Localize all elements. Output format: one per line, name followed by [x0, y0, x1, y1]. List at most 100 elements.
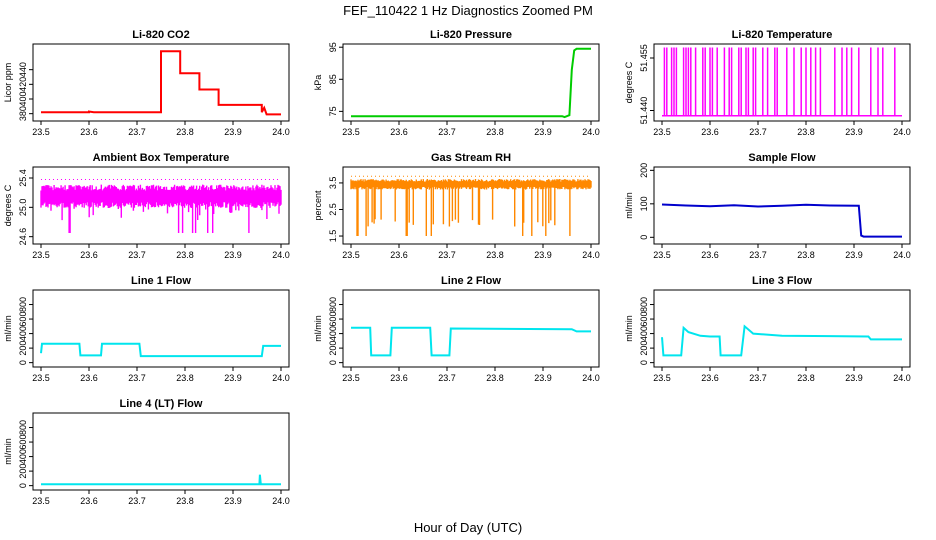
line2-ylabel: ml/min — [313, 315, 323, 342]
co2-xtick-label: 23.6 — [80, 127, 98, 137]
pressure-ylabel: kPa — [313, 75, 323, 91]
ambient-xtick-label: 23.5 — [32, 250, 50, 260]
line4-line — [41, 474, 281, 486]
line4-ytick-label: 200 — [18, 464, 28, 479]
line3-title: Line 3 Flow — [752, 275, 812, 287]
co2-xtick-label: 24.0 — [272, 127, 290, 137]
ambient-xtick-label: 23.7 — [128, 250, 146, 260]
line2-ytick-label: 400 — [328, 326, 338, 341]
co2-ytick-label: 380 — [18, 106, 28, 121]
co2-title: Li-820 CO2 — [132, 29, 189, 41]
rh-xtick-label: 23.8 — [486, 250, 504, 260]
ambient-xtick-label: 23.9 — [224, 250, 242, 260]
line1-xtick-label: 23.9 — [224, 373, 242, 383]
line3-xtick-label: 23.5 — [653, 373, 671, 383]
pressure-line — [351, 47, 591, 119]
line1-ytick-label: 400 — [18, 326, 28, 341]
line1-xtick-label: 23.8 — [176, 373, 194, 383]
line1-xtick-label: 23.6 — [80, 373, 98, 383]
co2-xtick-label: 23.5 — [32, 127, 50, 137]
line1-ytick-label: 800 — [18, 297, 28, 312]
rh-ytick-label: 3.5 — [328, 177, 338, 190]
pressure-title: Li-820 Pressure — [430, 29, 512, 41]
line2-xtick-label: 23.9 — [534, 373, 552, 383]
panel-co2: Li-820 CO2 Licor ppm 23.5 23.6 23.7 23.8 23.9 2… — [3, 29, 290, 137]
co2-plot-frame — [32, 43, 290, 122]
pressure-xtick-label: 24.0 — [582, 127, 600, 137]
temp-xtick-label: 23.6 — [701, 127, 719, 137]
co2-series — [41, 50, 281, 116]
panel-sample: Sample Flow ml/min 23.5 23.6 23.7 23.8 23.9 24.… — [624, 152, 911, 260]
line2-ytick-label: 0 — [328, 360, 338, 365]
rh-xtick-label: 23.9 — [534, 250, 552, 260]
ambient-plot-frame — [32, 166, 290, 245]
line2-xtick-label: 23.6 — [390, 373, 408, 383]
sample-xtick-label: 23.7 — [749, 250, 767, 260]
temp-xtick-label: 23.8 — [797, 127, 815, 137]
figure-title: FEF_110422 1 Hz Diagnostics Zoomed PM — [343, 3, 593, 18]
line4-xtick-label: 23.9 — [224, 496, 242, 506]
line2-ytick-label: 600 — [328, 312, 338, 327]
temp-title: Li-820 Temperature — [732, 29, 833, 41]
line2-xtick-label: 24.0 — [582, 373, 600, 383]
sample-line — [661, 203, 902, 238]
sample-xtick-label: 23.9 — [845, 250, 863, 260]
line3-ytick-label: 0 — [639, 360, 649, 365]
panel-ambient: Ambient Box Temperature degrees C 23.5 23.6… — [3, 152, 290, 260]
line3-ytick-label: 400 — [639, 326, 649, 341]
line3-ylabel: ml/min — [624, 315, 634, 342]
pressure-ytick-label: 75 — [328, 106, 338, 116]
line4-ytick-label: 600 — [18, 435, 28, 450]
pressure-xtick-label: 23.9 — [534, 127, 552, 137]
line3-series — [661, 324, 902, 357]
pressure-xtick-label: 23.6 — [390, 127, 408, 137]
line2-xtick-label: 23.5 — [342, 373, 360, 383]
line3-xtick-label: 23.8 — [797, 373, 815, 383]
sample-ytick-label: 100 — [639, 196, 649, 211]
sample-ytick-label: 200 — [639, 163, 649, 178]
line3-ytick-label: 600 — [639, 312, 649, 327]
pressure-ytick-label: 85 — [328, 74, 338, 84]
co2-ytick-label: 420 — [18, 77, 28, 92]
ambient-xtick-label: 23.8 — [176, 250, 194, 260]
panel-line1: Line 1 Flow ml/min 23.5 23.6 23.7 23.8 23.9 24.… — [3, 275, 290, 383]
line1-xtick-label: 23.5 — [32, 373, 50, 383]
rh-xtick-label: 23.6 — [390, 250, 408, 260]
line4-xtick-label: 23.8 — [176, 496, 194, 506]
line4-title: Line 4 (LT) Flow — [120, 398, 203, 410]
line1-title: Line 1 Flow — [131, 275, 191, 287]
line1-xtick-label: 24.0 — [272, 373, 290, 383]
line4-xtick-label: 23.6 — [80, 496, 98, 506]
temp-xtick-label: 23.9 — [845, 127, 863, 137]
ambient-title: Ambient Box Temperature — [93, 152, 230, 164]
ambient-series — [40, 178, 282, 233]
sample-xtick-label: 23.5 — [653, 250, 671, 260]
rh-xtick-label: 23.5 — [342, 250, 360, 260]
rh-ytick-label: 2.5 — [328, 203, 338, 216]
pressure-series — [351, 47, 591, 119]
line4-series — [41, 474, 281, 486]
line4-plot-frame — [32, 412, 290, 491]
ambient-xtick-label: 24.0 — [272, 250, 290, 260]
temp-xtick-label: 23.7 — [749, 127, 767, 137]
sample-xtick-label: 24.0 — [893, 250, 911, 260]
panel-temp: Li-820 Temperature degrees C 23.5 23.6 23.7 2… — [624, 29, 911, 137]
line1-ylabel: ml/min — [3, 315, 13, 342]
temp-xtick-label: 24.0 — [893, 127, 911, 137]
ambient-ylabel: degrees C — [3, 184, 13, 226]
sample-plot-frame — [653, 166, 911, 245]
line2-xtick-label: 23.7 — [438, 373, 456, 383]
line2-ytick-label: 800 — [328, 297, 338, 312]
co2-ytick-label: 400 — [18, 91, 28, 106]
co2-ytick-label: 440 — [18, 62, 28, 77]
temp-ytick-label: 51.455 — [639, 44, 649, 72]
line4-xtick-label: 23.7 — [128, 496, 146, 506]
line4-xtick-label: 23.5 — [32, 496, 50, 506]
line4-ytick-label: 800 — [18, 420, 28, 435]
line3-plot-frame — [653, 289, 911, 368]
line2-series — [351, 326, 591, 357]
pressure-xtick-label: 23.5 — [342, 127, 360, 137]
temp-series — [662, 47, 902, 117]
temp-plot-frame — [653, 43, 911, 122]
